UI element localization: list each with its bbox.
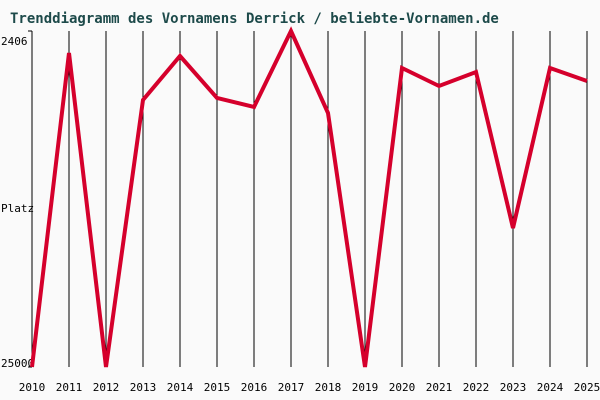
x-tick-label: 2014 bbox=[167, 381, 194, 394]
y-axis-label: Platz bbox=[1, 202, 34, 215]
line bbox=[30, 26, 588, 368]
x-tick-label: 2024 bbox=[537, 381, 564, 394]
x-tick-label: 2010 bbox=[19, 381, 46, 394]
x-tick-label: 2013 bbox=[130, 381, 157, 394]
chart-title: Trenddiagramm des Vornamens Derrick / be… bbox=[10, 11, 499, 27]
x-tick-label: 2017 bbox=[278, 381, 305, 394]
x-tick-label: 2021 bbox=[426, 381, 453, 394]
x-tick-label: 2020 bbox=[389, 381, 416, 394]
x-tick-label: 2023 bbox=[500, 381, 527, 394]
x-tick-label: 2025 bbox=[574, 381, 600, 394]
x-tick-label: 2022 bbox=[463, 381, 490, 394]
x-tick-label: 2019 bbox=[352, 381, 379, 394]
x-tick-label: 2015 bbox=[204, 381, 231, 394]
x-tick-label: 2011 bbox=[56, 381, 83, 394]
y-tick-label: 25000 bbox=[1, 357, 34, 370]
x-tick-label: 2018 bbox=[315, 381, 342, 394]
x-tick-label: 2016 bbox=[241, 381, 268, 394]
x-tick-label: 2012 bbox=[93, 381, 120, 394]
y-tick-label: 2406 bbox=[1, 35, 28, 48]
